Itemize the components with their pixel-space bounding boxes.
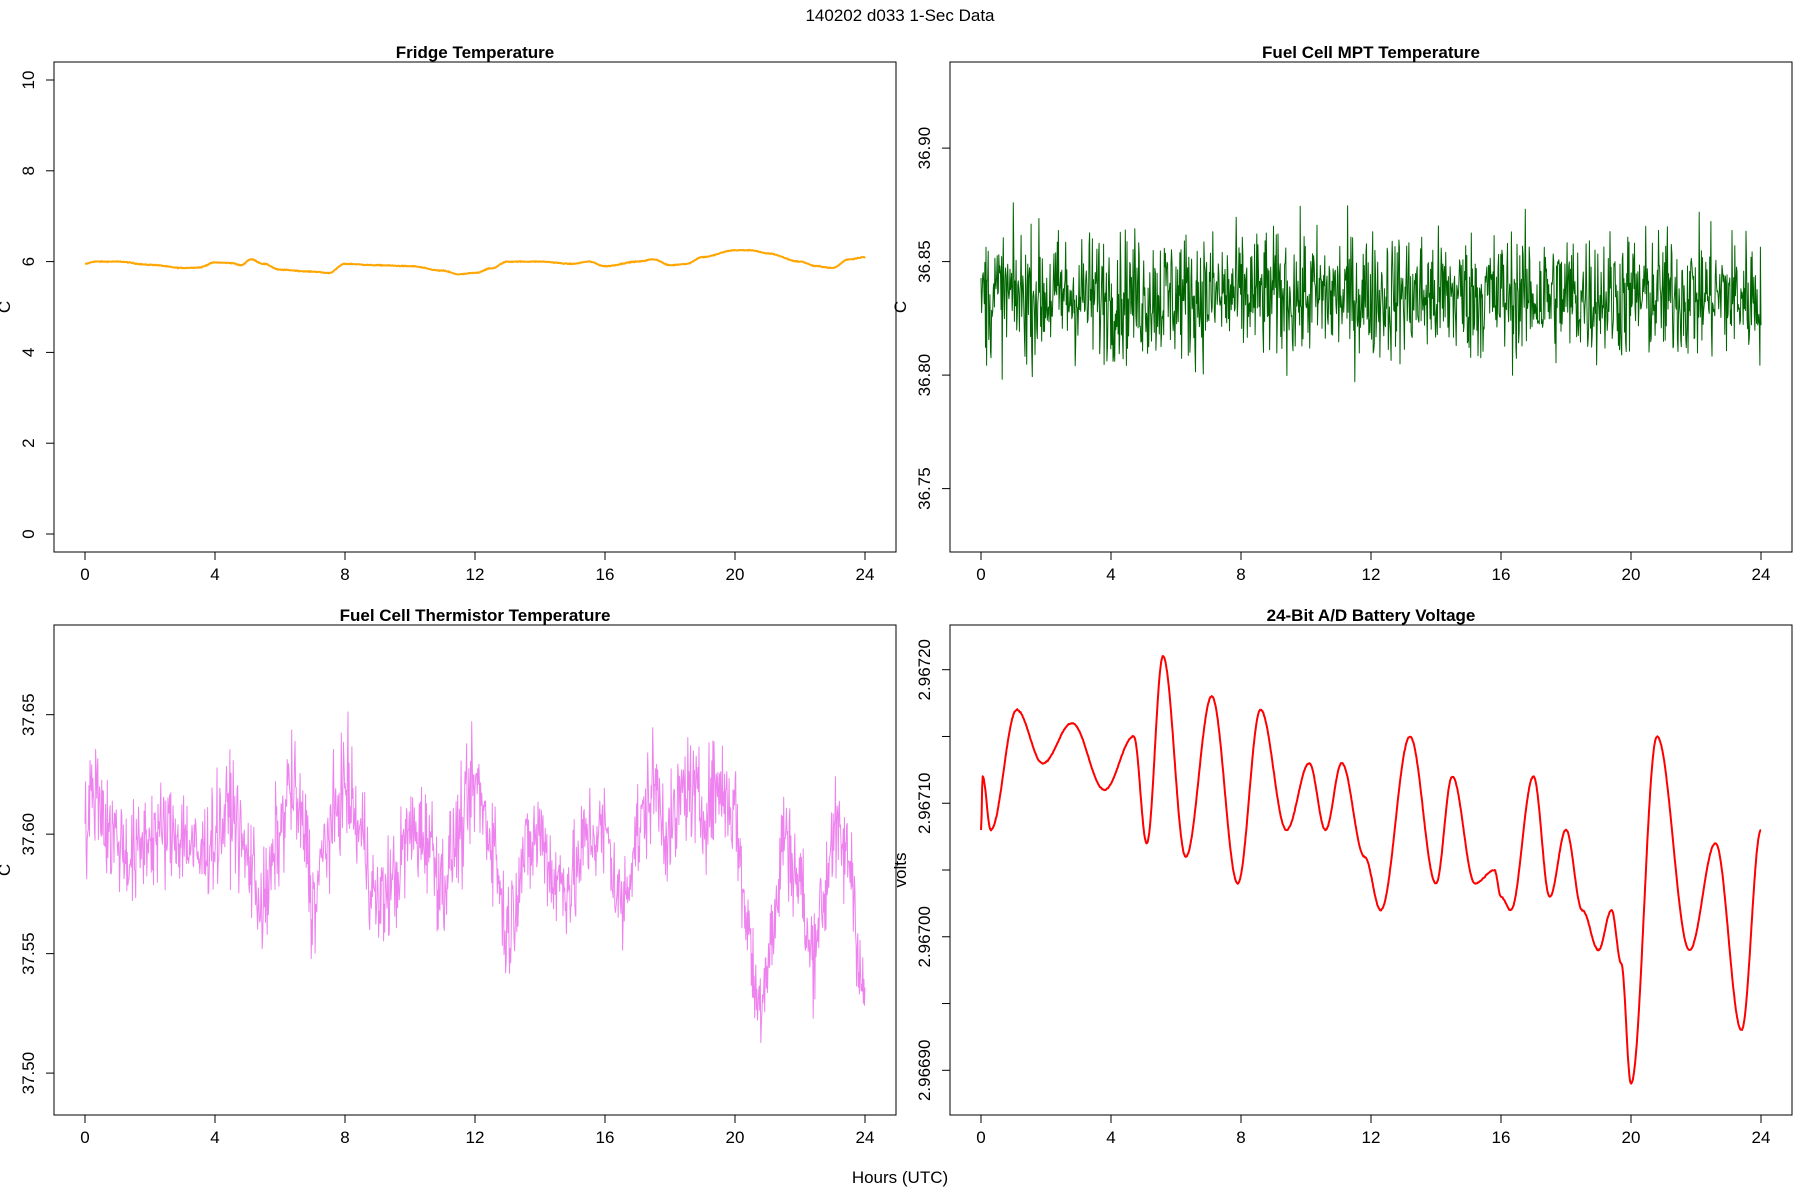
fuel-cell-mpt-temperature-y-tick-label: 36.90	[915, 127, 934, 170]
fuel-cell-mpt-temperature-y-tick-label: 36.75	[915, 467, 934, 510]
battery-voltage-x-tick-label: 12	[1362, 1128, 1381, 1147]
fuel-cell-mpt-temperature-x-tick-label: 20	[1622, 565, 1641, 584]
fridge-temperature-y-tick-label: 2	[19, 438, 38, 447]
battery-voltage-frame	[949, 624, 1793, 1116]
fuel-cell-mpt-temperature-x-tick-label: 0	[976, 565, 985, 584]
battery-voltage-y-tick-label: 2.96710	[915, 773, 934, 834]
fuel-cell-thermistor-temperature-y-tick-label: 37.50	[19, 1052, 38, 1095]
battery-voltage-y-tick-label: 2.96690	[915, 1040, 934, 1101]
fuel-cell-mpt-temperature-title: Fuel Cell MPT Temperature	[1262, 43, 1480, 62]
battery-voltage-x-tick-label: 16	[1492, 1128, 1511, 1147]
fuel-cell-mpt-temperature-series-line	[980, 202, 1762, 383]
fuel-cell-mpt-temperature-x-tick-label: 24	[1752, 565, 1771, 584]
battery-voltage-x-tick-label: 24	[1752, 1128, 1771, 1147]
battery-voltage-series-line	[980, 655, 1762, 1085]
fridge-temperature-series-line	[84, 248, 866, 276]
battery-voltage-title: 24-Bit A/D Battery Voltage	[1267, 606, 1476, 625]
battery-voltage-y-tick-label: 2.96720	[915, 639, 934, 700]
x-axis-label: Hours (UTC)	[851, 1168, 949, 1187]
fuel-cell-thermistor-temperature-x-tick-label: 0	[80, 1128, 89, 1147]
battery-voltage-y-tick-label: 2.96700	[915, 906, 934, 967]
fridge-temperature-y-tick-label: 10	[19, 71, 38, 90]
fuel-cell-thermistor-temperature-x-tick-label: 8	[340, 1128, 349, 1147]
fridge-temperature-y-tick-label: 8	[19, 166, 38, 175]
fridge-temperature-x-tick-label: 20	[726, 565, 745, 584]
fridge-temperature-title: Fridge Temperature	[396, 43, 554, 62]
fuel-cell-mpt-temperature-x-tick-label: 8	[1236, 565, 1245, 584]
fuel-cell-thermistor-temperature-y-axis-label: C	[0, 864, 14, 876]
fridge-temperature-y-axis-label: C	[0, 301, 14, 313]
fridge-temperature-x-tick-label: 12	[466, 565, 485, 584]
fuel-cell-thermistor-temperature-x-tick-label: 16	[596, 1128, 615, 1147]
fuel-cell-mpt-temperature-x-tick-label: 12	[1362, 565, 1381, 584]
battery-voltage-x-tick-label: 4	[1106, 1128, 1115, 1147]
fuel-cell-mpt-temperature-x-tick-label: 4	[1106, 565, 1115, 584]
fridge-temperature-x-tick-label: 8	[340, 565, 349, 584]
fridge-temperature-x-tick-label: 4	[210, 565, 219, 584]
fridge-temperature-x-tick-label: 24	[856, 565, 875, 584]
battery-voltage-panel: 24-Bit A/D Battery Voltage volts 0 4 8 12 16 20…	[891, 606, 1793, 1147]
fuel-cell-mpt-temperature-y-axis-label: C	[891, 301, 910, 313]
figure-title: 140202 d033 1-Sec Data	[805, 6, 995, 25]
battery-voltage-x-tick-label: 0	[976, 1128, 985, 1147]
fuel-cell-mpt-temperature-x-tick-label: 16	[1492, 565, 1511, 584]
fuel-cell-thermistor-temperature-series-line	[84, 711, 866, 1043]
fuel-cell-mpt-temperature-y-tick-label: 36.85	[915, 240, 934, 283]
fuel-cell-thermistor-temperature-y-tick-label: 37.65	[19, 693, 38, 736]
fuel-cell-thermistor-temperature-x-tick-label: 4	[210, 1128, 219, 1147]
fuel-cell-thermistor-temperature-x-tick-label: 20	[726, 1128, 745, 1147]
fuel-cell-thermistor-temperature-y-tick-label: 37.60	[19, 813, 38, 856]
battery-voltage-y-axis-label: volts	[891, 853, 910, 888]
fridge-temperature-y-tick-label: 0	[19, 529, 38, 538]
battery-voltage-x-tick-label: 8	[1236, 1128, 1245, 1147]
fuel-cell-mpt-temperature-y-tick-label: 36.80	[915, 354, 934, 397]
fuel-cell-thermistor-temperature-x-tick-label: 12	[466, 1128, 485, 1147]
fuel-cell-thermistor-temperature-title: Fuel Cell Thermistor Temperature	[340, 606, 611, 625]
battery-voltage-x-tick-label: 20	[1622, 1128, 1641, 1147]
fridge-temperature-x-tick-label: 16	[596, 565, 615, 584]
fridge-temperature-y-tick-label: 4	[19, 348, 38, 357]
fridge-temperature-y-tick-label: 6	[19, 257, 38, 266]
fridge-temperature-x-tick-label: 0	[80, 565, 89, 584]
fuel-cell-thermistor-temperature-y-tick-label: 37.55	[19, 932, 38, 975]
fridge-temperature-panel: Fridge TemperatureC048121620240246810	[0, 43, 897, 584]
fuel-cell-mpt-temperature-panel: Fuel Cell MPT Temperature C 0 4 8 12 16 20 24 36.…	[891, 43, 1793, 584]
fridge-temperature-frame	[53, 61, 897, 553]
fuel-cell-thermistor-temperature-panel: Fuel Cell Thermistor Temperature C 0 4 8 12 16…	[0, 606, 897, 1147]
fuel-cell-thermistor-temperature-x-tick-label: 24	[856, 1128, 875, 1147]
